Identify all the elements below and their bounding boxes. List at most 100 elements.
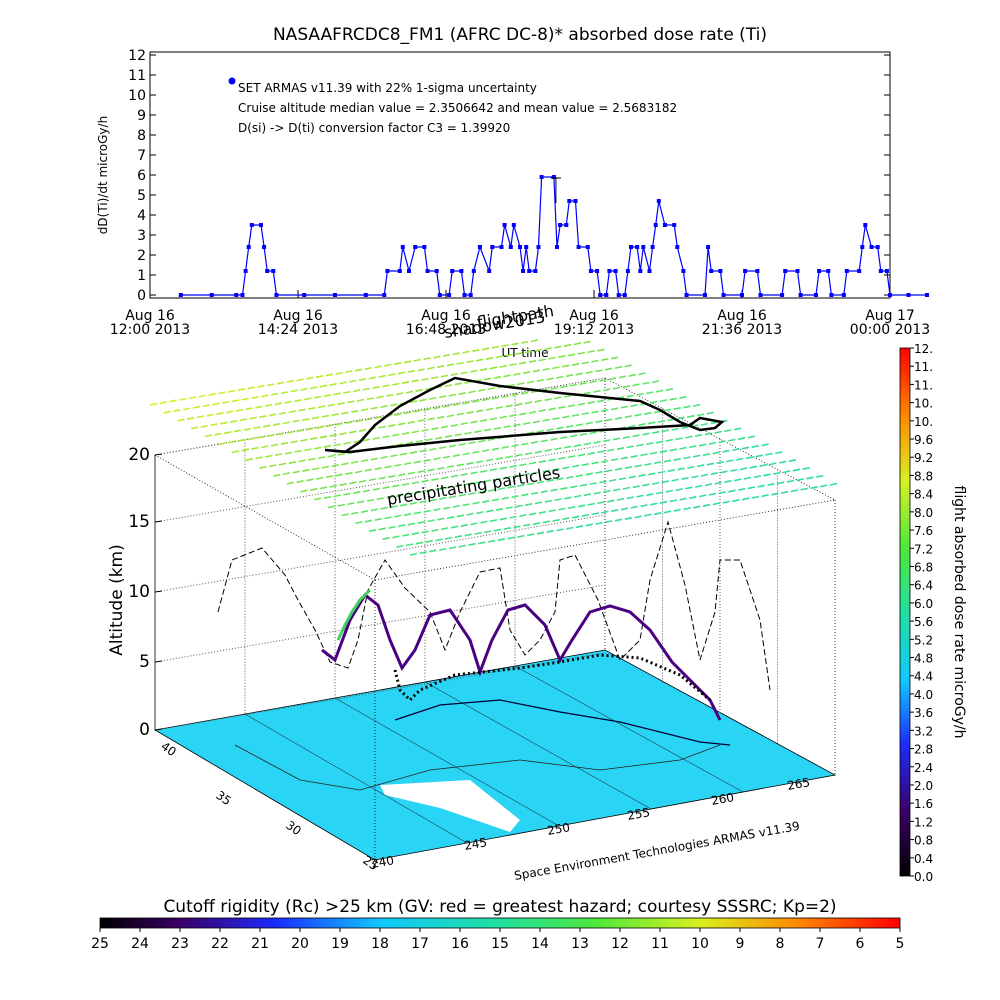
data-point [863, 223, 868, 227]
particle-dash [308, 406, 316, 410]
particle-dash [626, 394, 634, 398]
particle-dash [765, 452, 773, 456]
particle-dash [622, 486, 631, 490]
particle-dash [544, 398, 552, 402]
particle-dash [720, 470, 728, 474]
particle-dash [652, 430, 660, 434]
particle-dash [273, 473, 281, 477]
data-point [672, 223, 677, 227]
particle-dash [612, 437, 621, 441]
particle-dash [474, 480, 482, 484]
particle-dash [405, 390, 414, 394]
particle-dash [501, 496, 509, 500]
colorbar-tick-label: 0.4 [914, 852, 933, 866]
particle-dash [448, 393, 457, 397]
particle-dash [724, 479, 732, 483]
data-point [450, 269, 455, 273]
particle-dash [413, 358, 421, 362]
particle-dash [499, 364, 507, 368]
particle-dash [579, 381, 587, 385]
longitude-ticks: 240 245 250 255 260 265 [370, 775, 811, 871]
particle-dash [591, 461, 599, 465]
particle-dash [396, 493, 404, 497]
particle-dash [384, 363, 392, 367]
particle-dash [622, 435, 631, 439]
particle-dash [521, 493, 529, 497]
colorbar-tick-label: 3.2 [914, 724, 933, 738]
particle-dash [452, 403, 460, 407]
particle-dash [360, 459, 369, 463]
rigidity-tick-label: 9 [736, 936, 745, 952]
particle-dash [493, 477, 502, 481]
particle-dash [286, 379, 294, 383]
particle-dash [392, 484, 400, 488]
particle-dash [446, 516, 455, 520]
particle-dash [269, 464, 277, 468]
particle-dash [257, 435, 265, 439]
particle-dash [337, 503, 345, 507]
particle-dash [618, 477, 627, 481]
rigidity-tick-label: 15 [491, 936, 509, 952]
particle-dash [280, 391, 289, 395]
particle-dash [423, 408, 431, 412]
particle-dash [425, 539, 433, 543]
data-point [564, 223, 569, 227]
flight-dose-profile-high [336, 588, 372, 641]
data-point [246, 245, 251, 249]
particle-dash [677, 467, 685, 471]
particle-dash [788, 459, 797, 463]
particle-dash [651, 380, 660, 384]
cutoff-rigidity-colorbar-ticks: 25 24 23 22 21 20 19 18 17 16 15 14 13 12 11 10 9 8 7 6 5 [91, 928, 904, 952]
particle-dash [362, 387, 371, 391]
data-point [798, 293, 803, 297]
cutoff-rigidity-title: Cutoff rigidity (Rc) >25 km (GV: red = g… [163, 897, 836, 917]
particle-dash [712, 502, 720, 506]
particle-dash [468, 492, 476, 496]
particle-dash [468, 390, 476, 394]
particle-dash [255, 456, 263, 460]
particle-dash [402, 533, 410, 537]
particle-dash [413, 460, 421, 464]
particle-dash [653, 461, 662, 465]
particle-dash [188, 396, 197, 400]
particle-dash [583, 493, 591, 497]
particle-dash [376, 497, 384, 501]
particle-dash [741, 497, 750, 501]
particle-dash [427, 417, 435, 421]
particle-dash [624, 516, 633, 520]
altitude-axis-label: Altitude (km) [107, 544, 127, 656]
particle-dash [722, 449, 730, 453]
particle-dash [644, 462, 652, 466]
altitude-tick-label: 10 [128, 582, 150, 602]
particle-dash [444, 384, 453, 388]
particle-dash [345, 421, 353, 425]
particle-dash [231, 399, 240, 403]
particle-dash [616, 497, 625, 501]
particle-dash [200, 424, 208, 428]
particle-dash [536, 378, 544, 382]
particle-dash [415, 490, 423, 494]
particle-dash [423, 357, 431, 361]
particle-dash [505, 455, 513, 459]
particle-dash [464, 533, 472, 537]
particle-dash [347, 502, 355, 506]
particle-dash [521, 442, 529, 446]
particle-dash [286, 481, 294, 485]
particle-dash [222, 400, 230, 404]
particle-dash [560, 436, 568, 440]
particle-dash [282, 421, 291, 425]
data-point [382, 293, 387, 297]
particle-dash [468, 441, 476, 445]
particle-dash [702, 453, 711, 457]
particle-dash [487, 437, 496, 441]
particle-dash [267, 434, 275, 438]
particle-dash [415, 388, 423, 392]
particle-dash [247, 386, 255, 390]
particle-dash [206, 413, 214, 417]
data-point [703, 293, 707, 297]
particle-dash [218, 442, 226, 446]
particle-dash [470, 471, 478, 475]
flight-ground-track [393, 653, 711, 703]
particle-dash [527, 533, 535, 537]
particle-dash [726, 459, 734, 463]
